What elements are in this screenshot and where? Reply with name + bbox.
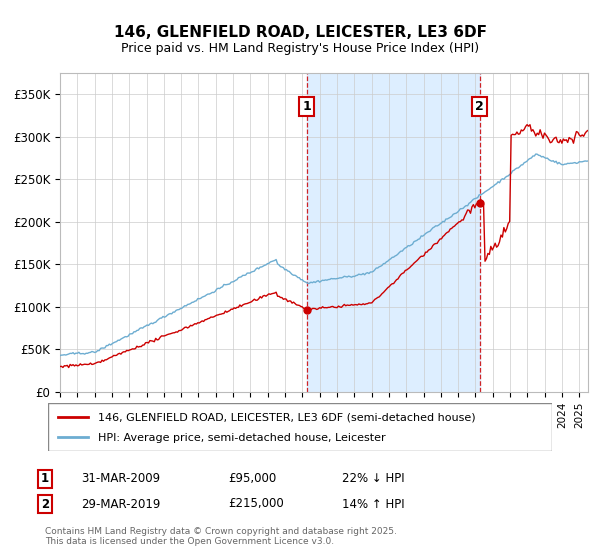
Text: Price paid vs. HM Land Registry's House Price Index (HPI): Price paid vs. HM Land Registry's House … <box>121 42 479 55</box>
Text: 2: 2 <box>41 497 49 511</box>
Text: £95,000: £95,000 <box>228 472 276 486</box>
Text: 22% ↓ HPI: 22% ↓ HPI <box>342 472 404 486</box>
Text: 31-MAR-2009: 31-MAR-2009 <box>81 472 160 486</box>
Text: HPI: Average price, semi-detached house, Leicester: HPI: Average price, semi-detached house,… <box>98 433 386 444</box>
Text: 146, GLENFIELD ROAD, LEICESTER, LE3 6DF (semi-detached house): 146, GLENFIELD ROAD, LEICESTER, LE3 6DF … <box>98 413 476 422</box>
FancyBboxPatch shape <box>48 403 552 451</box>
Text: Contains HM Land Registry data © Crown copyright and database right 2025.
This d: Contains HM Land Registry data © Crown c… <box>45 526 397 546</box>
Text: 2: 2 <box>475 100 484 113</box>
Text: 146, GLENFIELD ROAD, LEICESTER, LE3 6DF: 146, GLENFIELD ROAD, LEICESTER, LE3 6DF <box>113 25 487 40</box>
Bar <box>307 73 480 392</box>
Text: 29-MAR-2019: 29-MAR-2019 <box>81 497 160 511</box>
Text: 1: 1 <box>41 472 49 486</box>
Text: 14% ↑ HPI: 14% ↑ HPI <box>342 497 404 511</box>
Text: 1: 1 <box>302 100 311 113</box>
Text: £215,000: £215,000 <box>228 497 284 511</box>
